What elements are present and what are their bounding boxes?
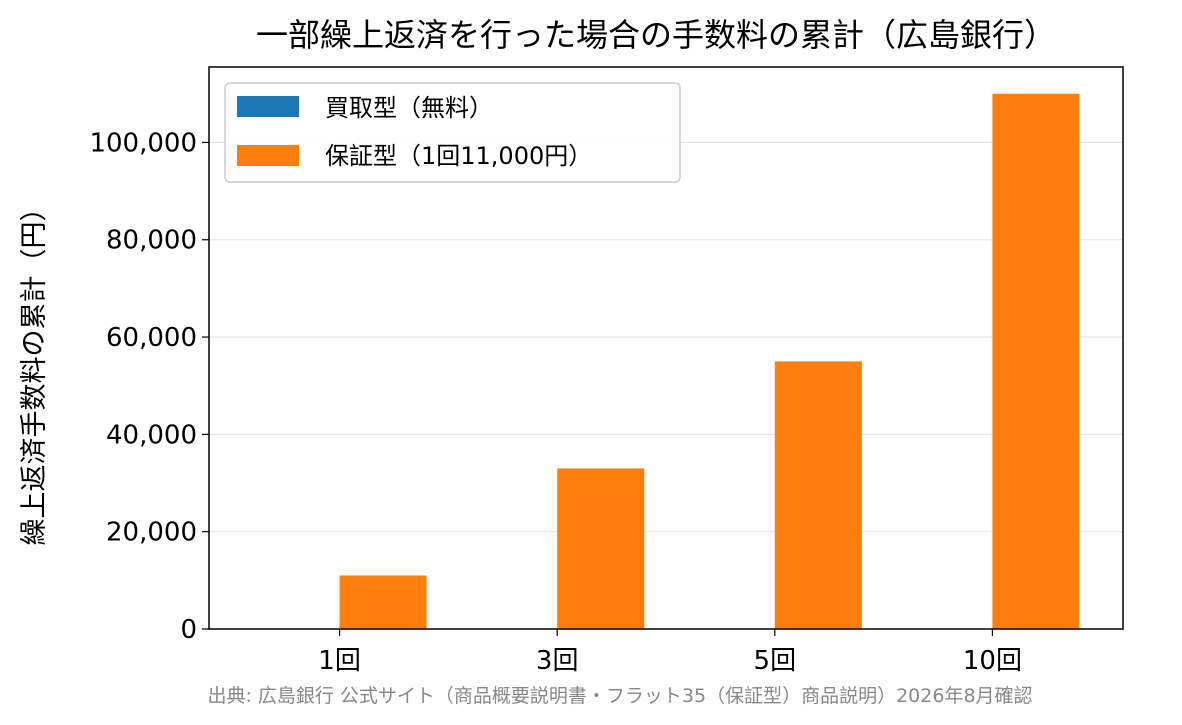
legend-label-guarantee-type: 保証型（1回11,000円） [325, 142, 592, 170]
y-tick-label: 40,000 [106, 420, 197, 450]
source-note: 出典: 広島銀行 公式サイト（商品概要説明書・フラット35（保証型）商品説明）2… [207, 685, 1032, 707]
legend: 買取型（無料） 保証型（1回11,000円） [224, 82, 681, 183]
legend-swatch-buy-type [237, 96, 299, 117]
y-tick-label: 100,000 [89, 128, 197, 158]
y-tick-label: 20,000 [106, 518, 197, 548]
grid-lines [209, 141, 1123, 533]
bar-series-1-3 [992, 93, 1080, 629]
bar-series-1-0 [339, 575, 427, 629]
bar-series-1-1 [557, 468, 645, 629]
plot-frame [208, 66, 1124, 630]
y-tick-label: 0 [180, 615, 197, 645]
x-tick-label: 5回 [754, 646, 797, 676]
legend-frame [224, 82, 681, 183]
y-axis-label: 繰上返済手数料の累計（円） [19, 195, 50, 546]
axes: 0 20,000 40,000 60,000 80,000 100,000 1回 3回 5回 10… [89, 128, 1022, 676]
legend-label-buy-type: 買取型（無料） [325, 94, 493, 122]
x-tick-label: 1回 [318, 646, 361, 676]
bar-series-1-2 [774, 361, 862, 629]
x-tick-label: 3回 [536, 646, 579, 676]
chart-title: 一部繰上返済を行った場合の手数料の累計（広島銀行） [256, 16, 1056, 54]
bars [339, 93, 1080, 629]
y-tick-label: 80,000 [106, 226, 197, 256]
x-tick-label: 10回 [963, 646, 1022, 676]
legend-swatch-guarantee-type [237, 145, 299, 166]
y-tick-label: 60,000 [106, 323, 197, 353]
